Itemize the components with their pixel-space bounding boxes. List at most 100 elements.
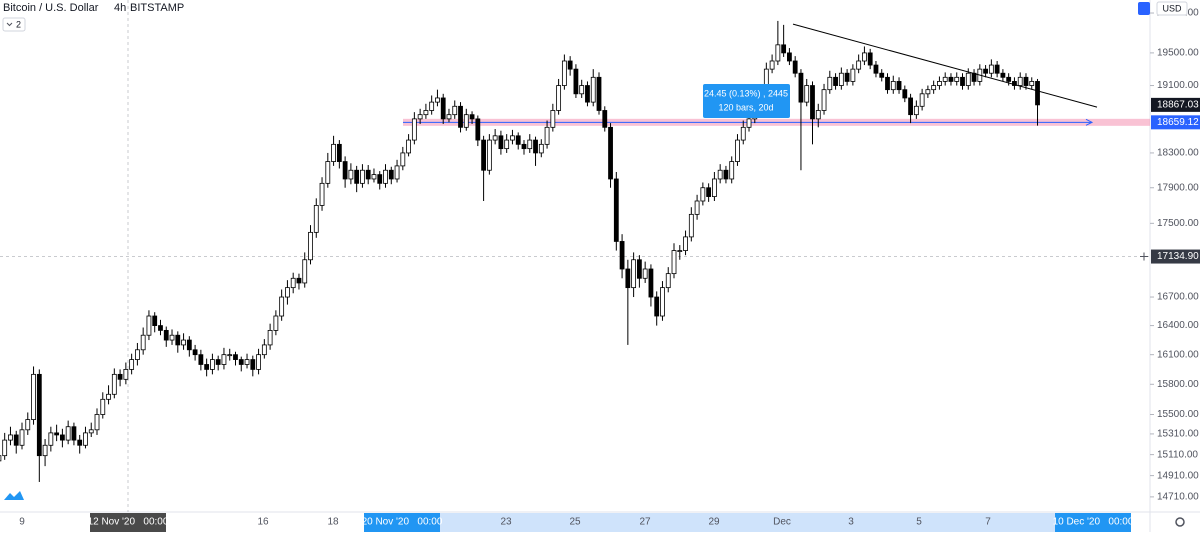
candle-body: [792, 60, 798, 74]
last-price-label: 18867.03: [1157, 100, 1199, 111]
candle-body: [596, 76, 602, 111]
x-tick-label: 23: [500, 517, 512, 528]
candle-body: [925, 89, 931, 95]
candle-body: [308, 231, 313, 261]
candle-body: [2, 439, 8, 457]
candle-body: [608, 126, 613, 180]
candle-body: [215, 359, 221, 365]
candle-body: [602, 110, 608, 128]
y-tick-label: 16700.00: [1157, 292, 1199, 303]
candle-body: [463, 114, 469, 128]
candle-body: [186, 339, 192, 351]
candle-body: [579, 85, 585, 95]
candle-body: [383, 169, 388, 184]
candle-body: [677, 250, 683, 252]
candle-body: [550, 110, 556, 128]
candle-body: [210, 359, 215, 370]
candle-body: [169, 334, 175, 341]
candle-body: [261, 344, 267, 356]
candle-body: [256, 354, 261, 370]
crosshair-price-label: 17134.90: [1157, 251, 1199, 262]
x-label-highlight: [90, 513, 166, 532]
candle-body: [671, 250, 677, 275]
candle-body: [469, 114, 475, 120]
candle-body: [302, 259, 308, 284]
candle-body: [296, 277, 302, 284]
indicator-toggle[interactable]: [2, 17, 26, 32]
candle-body: [325, 161, 331, 184]
compare-button[interactable]: [1138, 2, 1150, 15]
candle-body: [510, 135, 515, 141]
candle-body: [440, 97, 446, 120]
x-tick-label: 7: [985, 517, 991, 528]
candle-body: [313, 205, 319, 233]
candle-body: [833, 76, 838, 86]
candle-body: [821, 89, 827, 111]
candle-body: [94, 414, 100, 431]
time-range-highlight: [438, 513, 1058, 532]
candle-body: [561, 60, 567, 86]
y-tick-label: 17900.00: [1157, 182, 1199, 193]
y-tick-label: 19500.00: [1157, 48, 1199, 59]
candle-body: [706, 187, 712, 197]
candle-body: [481, 139, 487, 171]
candle-body: [140, 334, 146, 351]
settings-icon[interactable]: [1175, 517, 1185, 527]
candle-body: [106, 393, 111, 400]
candle-body: [769, 60, 775, 70]
candle-body: [642, 268, 648, 279]
candle-body: [365, 169, 371, 180]
candle-body: [13, 434, 19, 446]
candle-body: [660, 287, 665, 317]
currency-button[interactable]: [1156, 1, 1188, 16]
candle-body: [31, 373, 36, 420]
x-tick-label: 9: [19, 517, 25, 528]
candle-body: [988, 64, 994, 74]
x-tick-label: 20 Nov '20 00:00: [362, 517, 443, 528]
candle-body: [971, 72, 977, 82]
candle-body: [544, 126, 550, 145]
candle-body: [844, 72, 850, 82]
candle-body: [336, 143, 342, 162]
candle-body: [435, 97, 440, 103]
candle-body: [486, 139, 492, 171]
candle-body: [36, 373, 42, 457]
candle-body: [83, 432, 88, 446]
x-tick-label: 3: [848, 517, 854, 528]
candle-body: [740, 126, 746, 141]
candle-body: [394, 165, 400, 180]
candle-body: [88, 429, 94, 434]
candle-body: [429, 101, 435, 111]
candle-body: [452, 105, 458, 116]
candle-body: [111, 373, 117, 395]
candle-body: [227, 354, 233, 357]
candle-body: [908, 97, 913, 116]
candle-body: [285, 287, 290, 298]
candle-body: [521, 143, 527, 150]
line-price-label: 18659.12: [1157, 117, 1199, 128]
arrow-head: [1085, 118, 1094, 126]
candle-body: [267, 329, 273, 346]
candle-body: [919, 93, 925, 107]
candle-body: [204, 364, 210, 370]
candle-body: [538, 143, 544, 154]
candle-body: [192, 349, 198, 356]
candle-body: [613, 178, 619, 242]
candle-body: [59, 434, 65, 441]
candle-body: [417, 114, 423, 120]
candle-body: [815, 110, 821, 120]
candle-body: [8, 434, 13, 441]
exchange: BITSTAMP: [130, 2, 184, 14]
candle-body: [134, 349, 140, 360]
candle-body: [100, 398, 106, 415]
candle-body: [654, 296, 660, 317]
y-tick-label: 18300.00: [1157, 148, 1199, 159]
x-tick-label: 18: [327, 517, 339, 528]
trend-line: [792, 23, 1098, 108]
indicator-count: 2: [16, 19, 21, 29]
candle-body: [631, 259, 637, 289]
candle-body: [163, 329, 169, 341]
candle-body: [354, 169, 360, 184]
